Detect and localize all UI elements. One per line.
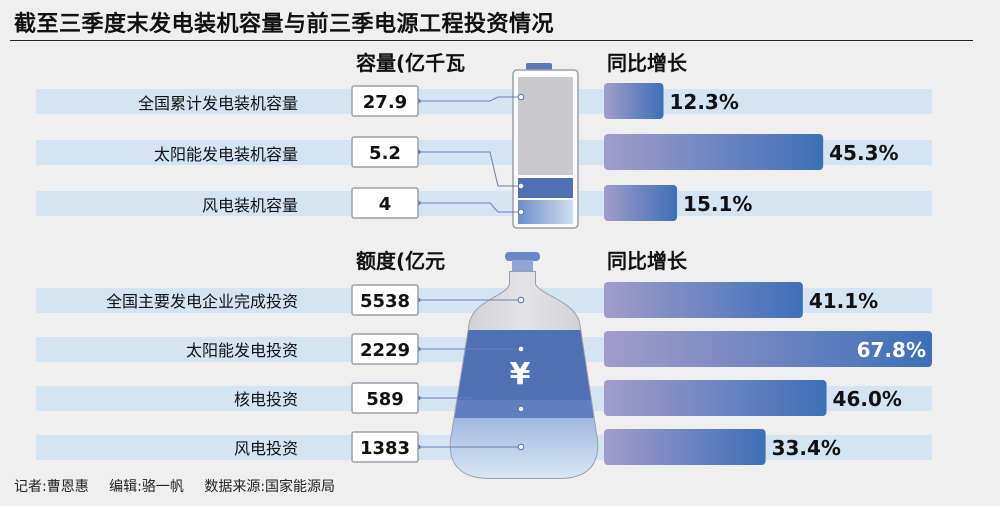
value-box bbox=[351, 431, 419, 463]
growth-label: 33.4% bbox=[772, 436, 841, 460]
capacity-header: 容量(亿千瓦 bbox=[356, 51, 465, 75]
connector-dot bbox=[517, 345, 525, 353]
value-box bbox=[351, 85, 419, 117]
category-label: 太阳能发电装机容量 bbox=[154, 145, 298, 164]
category-label: 风电投资 bbox=[234, 439, 298, 458]
value-label: 5.2 bbox=[369, 143, 401, 164]
connector-dot bbox=[517, 443, 525, 451]
credits: 记者:曹恩惠 编辑:骆一帆 数据来源:国家能源局 bbox=[14, 476, 351, 496]
category-label: 全国累计发电装机容量 bbox=[138, 94, 298, 113]
category-label: 核电投资 bbox=[234, 390, 298, 409]
connector-line bbox=[418, 96, 521, 102]
value-label: 589 bbox=[366, 389, 404, 410]
value-label: 4 bbox=[379, 194, 392, 215]
flask-cap bbox=[505, 252, 540, 261]
growth-bar bbox=[604, 134, 824, 170]
growth-label: 15.1% bbox=[683, 192, 752, 216]
chart-title: 截至三季度末发电装机容量与前三季电源工程投资情况 bbox=[14, 12, 555, 37]
value-label: 1383 bbox=[360, 438, 410, 459]
reporter-credit: 记者:曹恩惠 bbox=[14, 479, 89, 495]
battery-cell-wind bbox=[518, 200, 573, 224]
battery-cap bbox=[526, 63, 552, 71]
title-divider bbox=[10, 40, 973, 41]
battery-cell-solar bbox=[518, 178, 573, 198]
growth-bar bbox=[604, 429, 766, 465]
connector-dot bbox=[517, 405, 525, 413]
flask-level-wind bbox=[450, 418, 598, 478]
growth-bar bbox=[604, 380, 827, 416]
source-credit: 数据来源:国家能源局 bbox=[204, 479, 336, 495]
flask-neck bbox=[512, 260, 533, 274]
growth-bar bbox=[604, 185, 678, 221]
growth-bar bbox=[604, 282, 803, 318]
value-label: 2229 bbox=[360, 340, 410, 361]
growth-bar bbox=[604, 83, 664, 119]
capacity-growth-header: 同比增长 bbox=[607, 51, 688, 75]
growth-label: 12.3% bbox=[670, 90, 739, 114]
value-box bbox=[351, 187, 419, 219]
connector-dot bbox=[517, 296, 525, 304]
category-label: 太阳能发电投资 bbox=[186, 341, 298, 360]
connector-line bbox=[418, 202, 521, 213]
battery-cell-total bbox=[518, 77, 573, 175]
investment-growth-header: 同比增长 bbox=[607, 249, 688, 273]
value-box bbox=[351, 284, 419, 316]
category-label: 风电装机容量 bbox=[202, 196, 298, 215]
growth-label: 45.3% bbox=[829, 141, 898, 165]
connector-dot bbox=[517, 182, 525, 190]
value-label: 27.9 bbox=[363, 92, 407, 113]
connector-dot bbox=[517, 93, 525, 101]
investment-chart: 额度(亿元 同比增长 全国主要发电企业完成投资 太阳能发电投资 核电投资 风电投… bbox=[106, 249, 688, 458]
value-box bbox=[351, 382, 419, 414]
flask-level-solar bbox=[450, 330, 598, 400]
category-label: 全国主要发电企业完成投资 bbox=[106, 292, 298, 311]
connector-dot bbox=[517, 208, 525, 216]
flask-level-nuclear bbox=[450, 400, 598, 418]
currency-icon: ¥ bbox=[510, 357, 531, 392]
growth-label: 67.8% bbox=[857, 338, 926, 362]
growth-bar bbox=[604, 331, 932, 367]
value-box bbox=[351, 333, 419, 365]
editor-credit: 编辑:骆一帆 bbox=[109, 479, 184, 495]
value-box bbox=[351, 136, 419, 168]
flask-illustration bbox=[449, 252, 599, 479]
connector-line bbox=[418, 151, 521, 187]
connector-line bbox=[418, 397, 521, 410]
investment-header: 额度(亿元 bbox=[356, 249, 445, 273]
growth-label: 41.1% bbox=[809, 289, 878, 313]
battery-illustration bbox=[512, 63, 579, 229]
capacity-chart: 容量(亿千瓦 同比增长 全国累计发电装机容量 太阳能发电装机容量 风电装机容量 bbox=[138, 51, 688, 215]
growth-label: 46.0% bbox=[833, 387, 902, 411]
value-label: 5538 bbox=[360, 291, 410, 312]
